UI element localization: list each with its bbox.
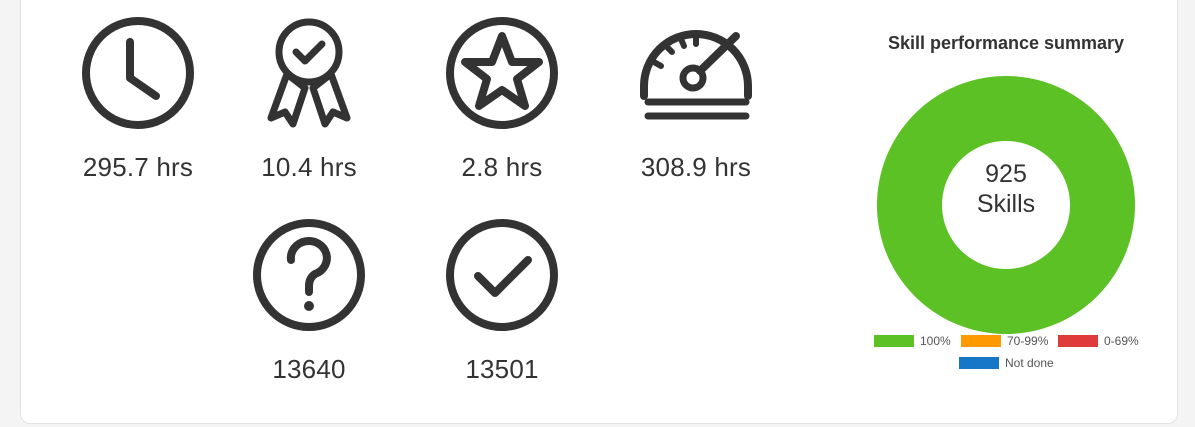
- award-stat: 10.4 hrs: [219, 16, 399, 183]
- award-value: 10.4 hrs: [261, 152, 357, 182]
- donut-slice-100-[interactable]: [876, 76, 1135, 334]
- donut-chart: [876, 76, 1135, 334]
- time-stat: 295.7 hrs: [48, 16, 228, 183]
- check-icon: [446, 219, 558, 331]
- clock-icon: [82, 17, 194, 129]
- chart-title: Skill performance summary: [887, 33, 1125, 53]
- question-stat: 13640: [219, 218, 399, 385]
- star-icon: [446, 17, 558, 129]
- speed-stat: 308.9 hrs: [606, 16, 786, 183]
- question-value: 13640: [272, 354, 346, 384]
- legend-item-70-99[interactable]: 70-99%: [961, 334, 1048, 348]
- stats-card: 295.7 hrs 10.4 hrs 2.8 hrs 308.9: [20, 0, 1178, 424]
- award-ribbon-icon: [267, 18, 351, 128]
- donut-center-label: 925 Skills: [946, 159, 1066, 219]
- question-icon: [253, 219, 365, 331]
- legend-item-not-done[interactable]: Not done: [959, 356, 1054, 370]
- speed-value: 308.9 hrs: [640, 152, 752, 182]
- legend-swatch-not-done: [959, 357, 999, 369]
- legend-swatch-0-69: [1058, 335, 1098, 347]
- check-stat: 13501: [412, 218, 592, 385]
- legend-item-0-69[interactable]: 0-69%: [1058, 334, 1139, 348]
- legend-label-not-done: Not done: [1005, 356, 1054, 370]
- legend-label-70-99: 70-99%: [1007, 334, 1049, 348]
- time-value: 295.7 hrs: [82, 152, 194, 182]
- check-value: 13501: [465, 354, 539, 384]
- skill-summary-chart: Skill performance summary 925 Skills 100…: [866, 29, 1146, 389]
- legend-swatch-100: [874, 335, 914, 347]
- speedometer-icon: [640, 30, 752, 120]
- skills-unit: Skills: [976, 190, 1036, 218]
- star-value: 2.8 hrs: [461, 152, 543, 182]
- legend-swatch-70-99: [961, 335, 1001, 347]
- star-stat: 2.8 hrs: [412, 16, 592, 183]
- legend-item-100[interactable]: 100%: [874, 334, 951, 348]
- skills-count: 925: [985, 160, 1027, 188]
- legend-label-0-69: 0-69%: [1104, 334, 1139, 348]
- legend-label-100: 100%: [920, 334, 951, 348]
